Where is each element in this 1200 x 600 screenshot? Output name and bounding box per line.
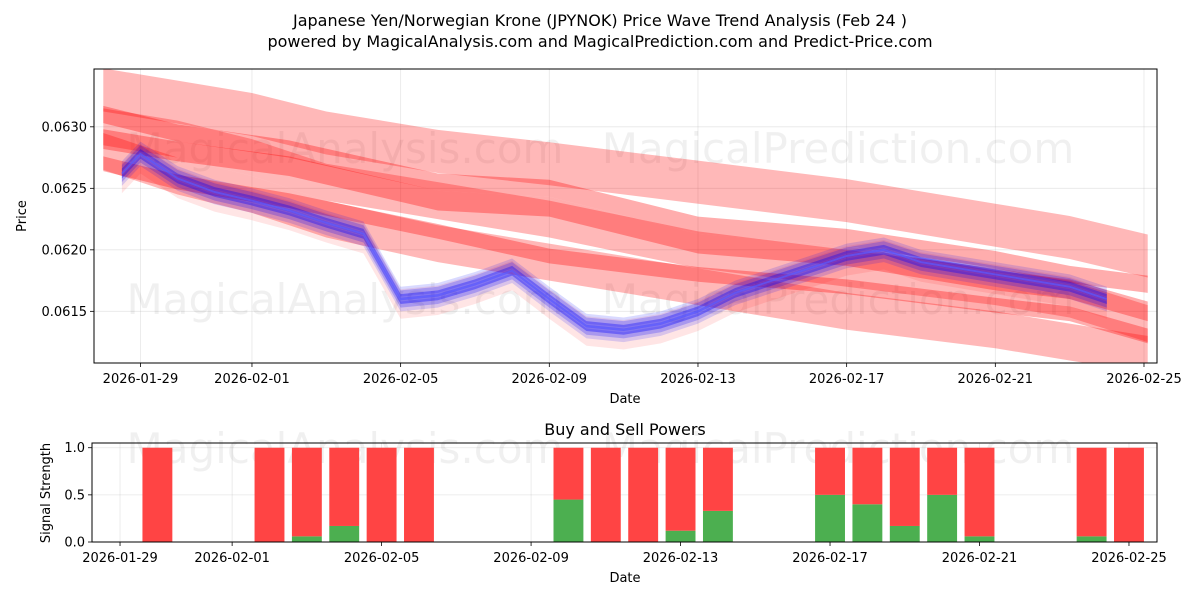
trend-band [103,105,1148,293]
price-line [121,152,1108,331]
trend-band [103,129,1148,322]
sell-bar [1076,447,1107,537]
sell-bar [665,447,696,531]
price-x-tick-label: 2026-02-13 [660,372,736,387]
signal-panel-title: Buy and Sell Powers [544,420,706,439]
sell-bar [628,447,659,542]
sell-bar [1114,447,1144,542]
sell-bar [852,447,883,505]
trend-band [103,156,1148,344]
price-x-tick-label: 2026-02-21 [958,372,1034,387]
buy-bar [329,525,360,542]
price-axes-frame [93,68,1158,364]
signal-x-tick-label: 2026-01-29 [82,551,158,566]
price-y-tick-label: 0.0625 [42,182,88,197]
chart-subtitle: powered by MagicalAnalysis.com and Magic… [267,32,932,51]
price-x-tick-label: 2026-02-01 [214,372,290,387]
signal-panel: Buy and Sell Powers MagicalAnalysis.com … [39,420,1167,586]
price-x-tick-label: 2026-02-09 [512,372,588,387]
price-x-tick-label: 2026-02-05 [363,372,439,387]
forecast-band [103,69,1148,278]
sell-bar [553,447,584,500]
sell-bar [927,447,958,495]
price-y-axis-label: Price [15,200,30,232]
signal-x-tick-label: 2026-02-21 [942,551,1018,566]
sell-bar [590,447,621,542]
signal-y-tick-label: 1.0 [64,441,85,456]
sell-bar [366,447,397,542]
signal-x-tick-label: 2026-02-13 [643,551,719,566]
price-x-tick-label: 2026-02-17 [809,372,885,387]
forecast-band [103,108,1148,343]
forecast-band [103,132,1148,363]
sell-bar [291,447,322,537]
sell-bar [889,447,920,526]
signal-x-tick-label: 2026-02-09 [493,551,569,566]
buy-bar [291,536,322,542]
sell-bar [329,447,360,526]
buy-bar [889,525,920,542]
buy-bar [852,504,883,542]
sell-bar [815,447,845,495]
sell-bar [254,447,285,542]
price-plot-area [94,69,1157,363]
signal-x-tick-label: 2026-02-01 [194,551,270,566]
buy-bar [964,536,995,542]
watermark-right-mid: MagicalPrediction.com [602,275,1075,324]
buy-bar [702,510,733,542]
sell-bar [702,447,733,511]
buy-bar [1076,536,1107,542]
price-y-tick-label: 0.0630 [42,120,88,135]
watermark-left-top: MagicalAnalysis.com [127,124,564,173]
signal-y-tick-label: 0.0 [64,536,85,551]
watermark-left-mid: MagicalAnalysis.com [127,275,564,324]
signal-y-tick-label: 0.5 [64,488,85,503]
buy-bar [927,494,958,542]
watermark-right-top: MagicalPrediction.com [602,124,1075,173]
buy-bar [553,499,584,542]
signal-axes-frame [91,442,1158,543]
price-x-tick-label: 2026-02-25 [1106,372,1182,387]
price-x-axis-label: Date [609,392,640,407]
price-x-tick-label: 2026-01-29 [103,372,179,387]
buy-bar [665,530,696,542]
price-y-tick-label: 0.0620 [42,243,88,258]
signal-y-axis-label: Signal Strength [39,443,54,543]
buy-bar [815,494,845,542]
signal-x-tick-label: 2026-02-17 [792,551,868,566]
sell-bar [964,447,995,537]
price-y-tick-label: 0.0615 [42,305,88,320]
signal-x-tick-label: 2026-02-25 [1091,551,1167,566]
sell-bar [142,447,173,542]
signal-x-axis-label: Date [609,571,640,586]
sell-bar [404,447,434,542]
price-panel: MagicalAnalysis.com MagicalPrediction.co… [15,68,1182,407]
signal-x-tick-label: 2026-02-05 [344,551,420,566]
chart-title: Japanese Yen/Norwegian Krone (JPYNOK) Pr… [292,11,907,30]
